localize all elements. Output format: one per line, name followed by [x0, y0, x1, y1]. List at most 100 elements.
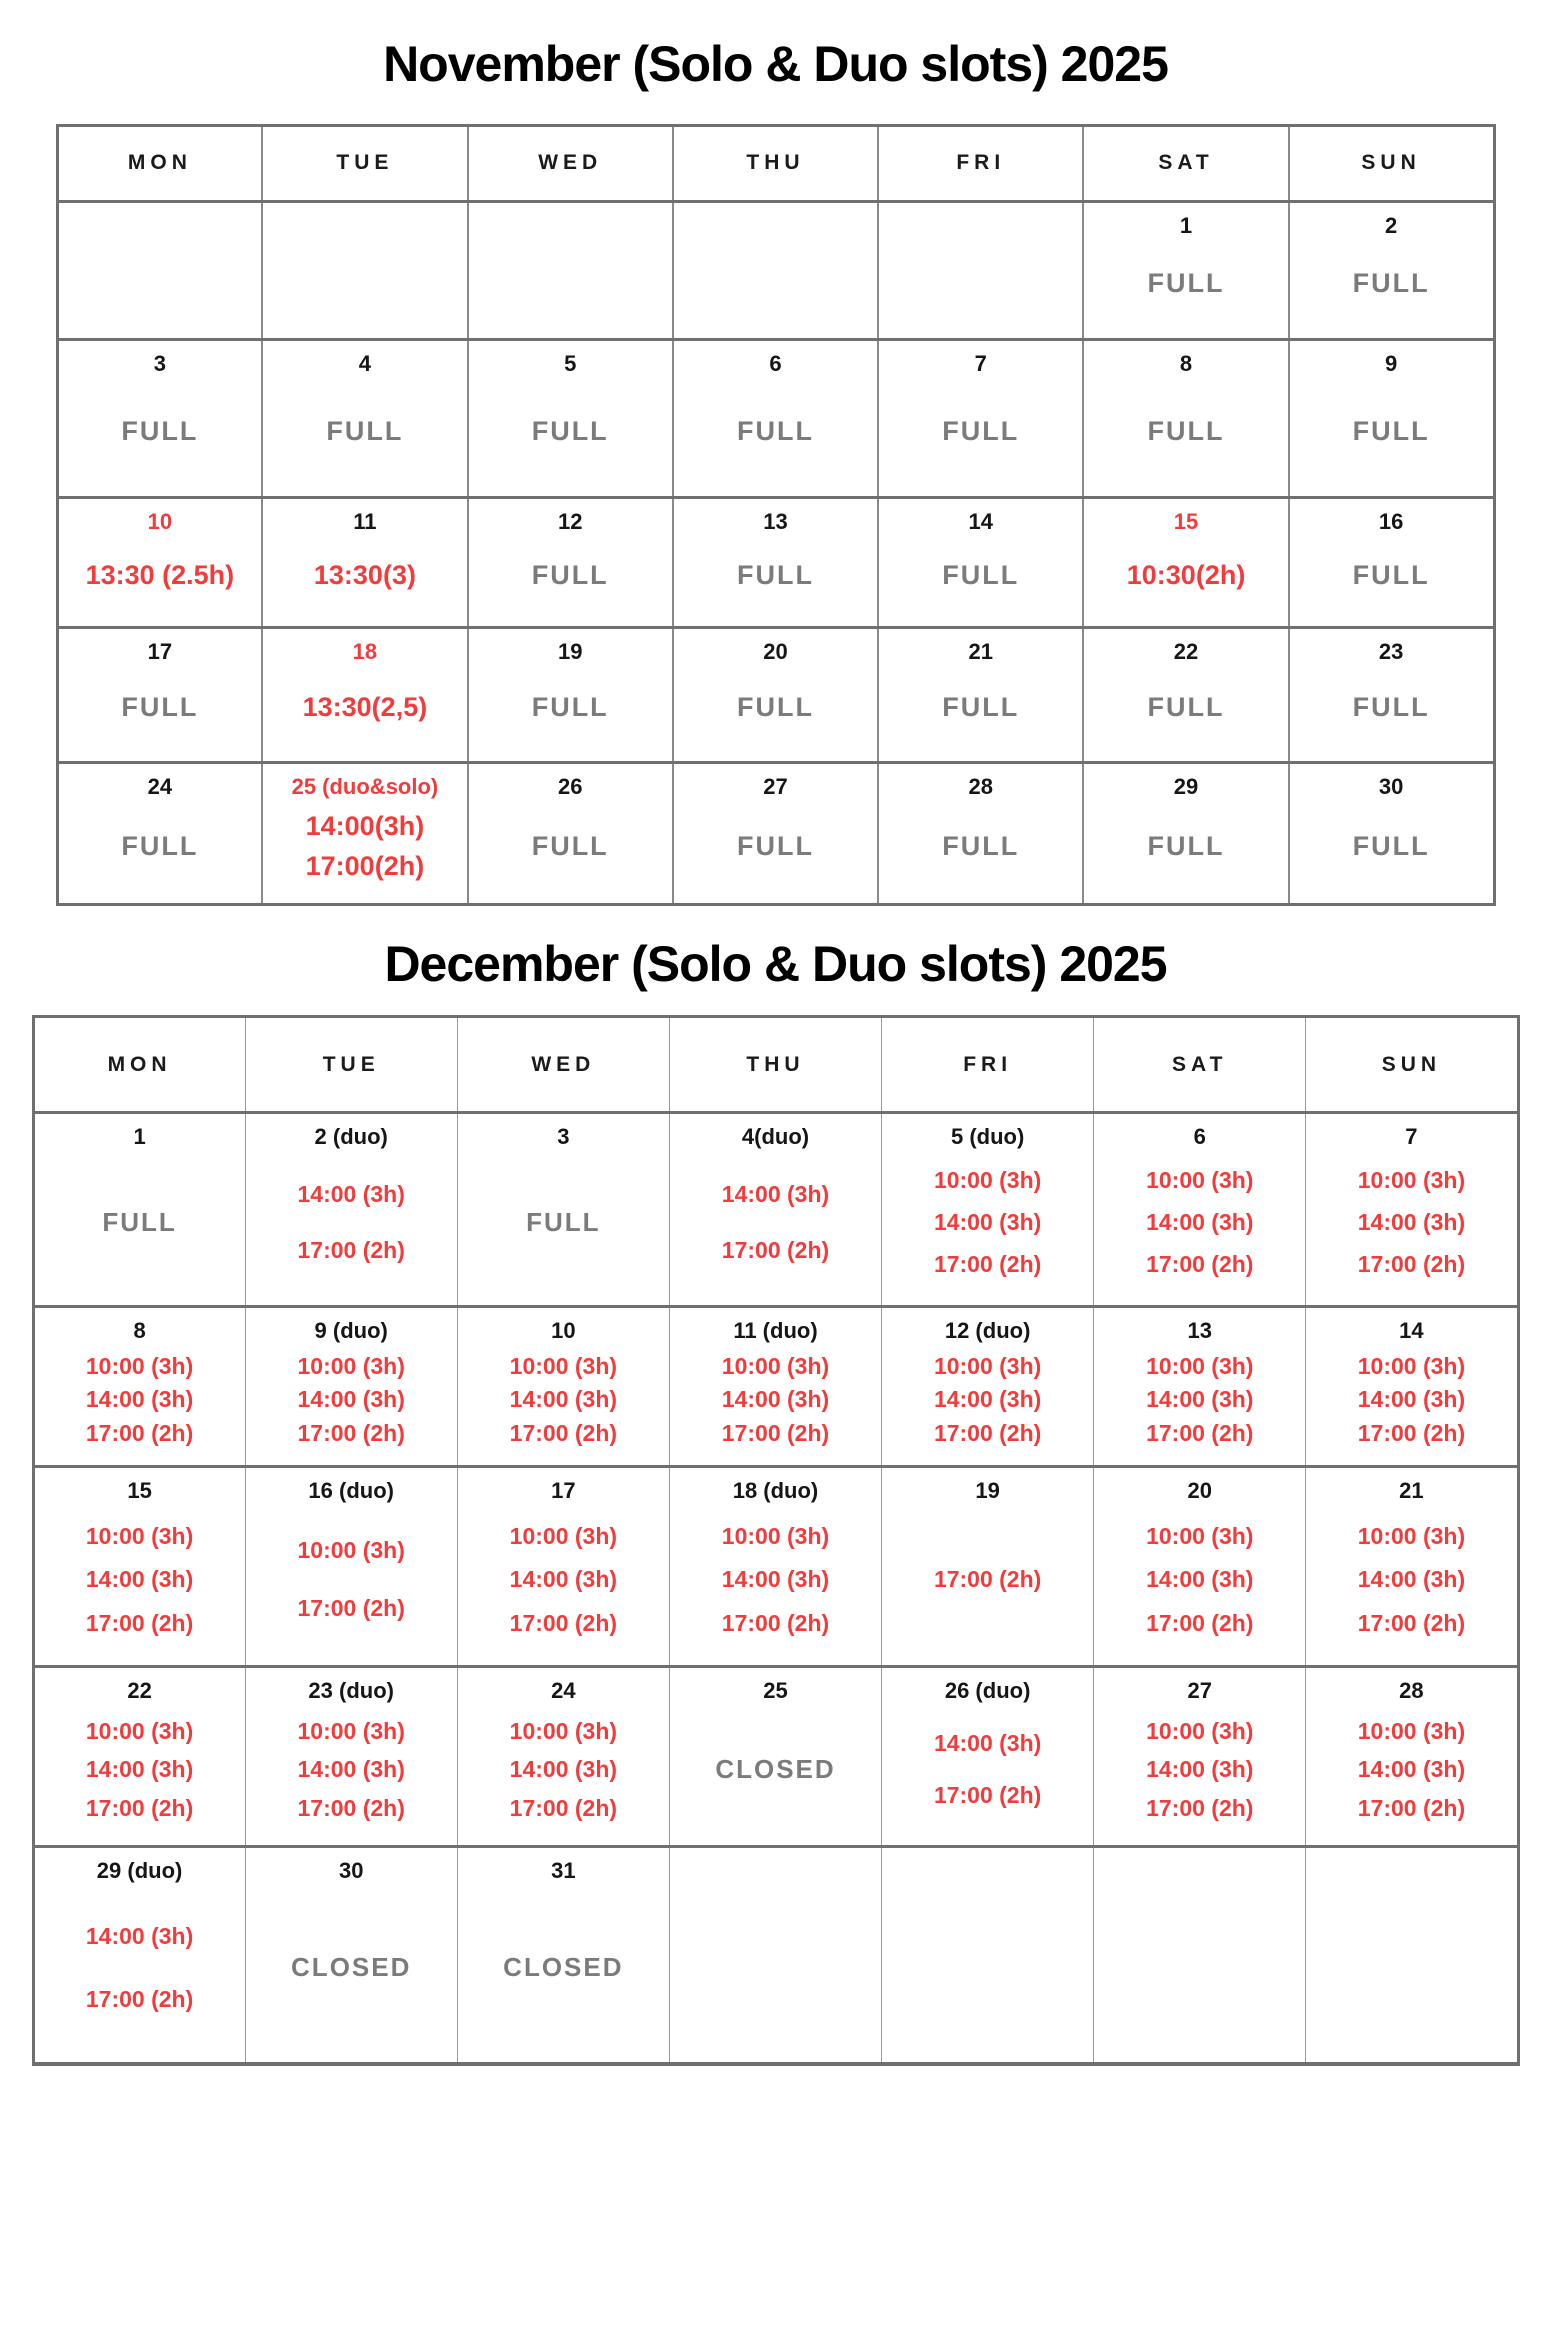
- calendar-week-row: 29 (duo) 14:00 (3h) 17:00 (2h) 30 CLOSED 31 CL…: [32, 1845, 1519, 2064]
- day-number: 18: [352, 638, 378, 664]
- day-cell: 7 FULL: [877, 337, 1085, 497]
- day-cell: 3 FULL: [55, 337, 264, 497]
- day-number: 4: [358, 350, 372, 376]
- time-slot: 17:00 (2h): [1357, 1251, 1466, 1277]
- empty-cell: [671, 199, 880, 339]
- day-cell-body: 14:00 (3h) 17:00 (2h): [882, 1704, 1093, 1845]
- day-number: 3: [557, 1124, 570, 1149]
- day-number: 28: [1399, 1678, 1424, 1703]
- empty-cell: [1093, 1845, 1307, 2064]
- day-cell: 26 (duo) 14:00 (3h) 17:00 (2h): [881, 1665, 1095, 1847]
- day-cell: 13 FULL: [671, 495, 880, 627]
- time-slot: 13:30(3): [313, 559, 416, 590]
- time-slot: 17:00 (2h): [297, 1419, 405, 1446]
- time-slot: 14:00(3h): [305, 810, 425, 841]
- availability-status: FULL: [1147, 267, 1225, 298]
- availability-status: FULL: [531, 830, 609, 861]
- day-number: 15: [127, 1478, 152, 1503]
- day-number: 21: [1399, 1478, 1424, 1503]
- day-number: 22: [127, 1678, 152, 1703]
- time-slot: 10:00 (3h): [1146, 1522, 1254, 1549]
- day-cell: 20 FULL: [671, 625, 880, 762]
- availability-status: FULL: [736, 559, 814, 590]
- day-number: 13: [763, 508, 788, 534]
- time-slot: 14:00 (3h): [933, 1386, 1042, 1412]
- day-cell: 22 FULL: [1082, 625, 1290, 762]
- day-cell: 2 (duo) 14:00 (3h) 17:00 (2h): [244, 1111, 458, 1307]
- day-cell-body: FULL: [879, 377, 1082, 496]
- time-slot: 10:00 (3h): [721, 1522, 830, 1549]
- availability-status: FULL: [1352, 830, 1430, 861]
- day-cell: 28 FULL: [877, 760, 1085, 904]
- day-cell-body: 10:00 (3h) 14:00 (3h) 17:00 (2h): [1306, 1150, 1516, 1305]
- day-header-mon: MON: [55, 123, 264, 202]
- day-cell-body: 14:00(3h) 17:00(2h): [263, 800, 466, 903]
- day-cell: 2 FULL: [1287, 199, 1496, 339]
- day-cell-body: FULL: [674, 377, 877, 496]
- day-cell-body: FULL: [674, 800, 877, 903]
- day-header-wed: WED: [456, 1015, 670, 1114]
- time-slot: 10:00 (3h): [1357, 1167, 1466, 1193]
- day-cell: 9 FULL: [1287, 337, 1496, 497]
- day-number: 29: [1173, 773, 1199, 799]
- time-slot: 17:00 (2h): [1146, 1609, 1254, 1636]
- day-cell: 23 (duo) 10:00 (3h) 14:00 (3h) 17:00 (2h): [244, 1665, 458, 1847]
- availability-status: FULL: [1147, 415, 1225, 446]
- calendar-week-row: 24 FULL 25 (duo&solo) 14:00(3h) 17:00(2h) 26 F…: [55, 760, 1496, 904]
- availability-status: FULL: [326, 415, 404, 446]
- day-number: 24: [551, 1678, 576, 1703]
- time-slot: 10:00 (3h): [721, 1352, 830, 1379]
- day-header-thu: THU: [668, 1015, 883, 1114]
- day-header-sat: SAT: [1082, 123, 1290, 202]
- day-cell-body: FULL: [59, 377, 262, 496]
- time-slot: 10:00 (3h): [85, 1717, 194, 1744]
- day-cell: 8 10:00 (3h) 14:00 (3h) 17:00 (2h): [32, 1305, 246, 1467]
- november-calendar-table: MON TUE WED THU FRI SAT SUN 1 FULL 2 FULL 3 FULL 4 FUL…: [55, 123, 1496, 906]
- day-number: 8: [1179, 350, 1193, 376]
- availability-status: FULL: [1352, 415, 1430, 446]
- availability-status: FULL: [1147, 692, 1225, 722]
- time-slot: 17:00 (2h): [1357, 1609, 1466, 1636]
- day-cell-body: CLOSED: [670, 1704, 881, 1845]
- day-cell-body: FULL: [879, 535, 1082, 626]
- time-slot: 17:00 (2h): [85, 1609, 194, 1636]
- time-slot: 17:00 (2h): [1146, 1419, 1254, 1446]
- day-number: 18 (duo): [732, 1478, 819, 1503]
- month-section-december: December (Solo & Duo slots) 2025 MON TUE W…: [0, 906, 1551, 2066]
- day-number: 25: [763, 1678, 788, 1703]
- day-cell-body: FULL: [458, 1150, 669, 1305]
- day-number: 27: [1187, 1678, 1213, 1703]
- day-cell: 27 FULL: [671, 760, 880, 904]
- time-slot: 14:00 (3h): [85, 1922, 194, 1949]
- day-number: 9 (duo): [314, 1318, 388, 1343]
- day-cell: 15 10:30(2h): [1082, 495, 1290, 627]
- day-cell: 1 FULL: [1082, 199, 1290, 339]
- availability-status: FULL: [526, 1207, 601, 1237]
- time-slot: 14:00 (3h): [721, 1181, 830, 1207]
- day-cell-body: FULL: [469, 665, 672, 761]
- day-number: 10: [551, 1318, 576, 1343]
- time-slot: 10:00 (3h): [933, 1352, 1042, 1379]
- calendar-week-row: 17 FULL 18 13:30(2,5) 19 FULL 20 FULL 21 FULL 22 FU…: [55, 625, 1496, 762]
- day-cell-body: 10:00 (3h) 14:00 (3h) 17:00 (2h): [1094, 1704, 1305, 1845]
- day-number: 21: [968, 638, 993, 664]
- time-slot: 17:00 (2h): [933, 1566, 1042, 1592]
- empty-cell: [877, 199, 1085, 339]
- day-cell: 14 FULL: [877, 495, 1085, 627]
- day-number: 24: [147, 773, 173, 799]
- day-cell: 15 10:00 (3h) 14:00 (3h) 17:00 (2h): [32, 1465, 246, 1667]
- day-cell-body: 10:00 (3h) 14:00 (3h) 17:00 (2h): [35, 1504, 245, 1665]
- time-slot: 14:00 (3h): [933, 1209, 1042, 1235]
- time-slot: 17:00 (2h): [509, 1794, 618, 1821]
- day-cell: 19 17:00 (2h): [881, 1465, 1095, 1667]
- day-number: 1: [133, 1124, 146, 1149]
- day-cell-body: FULL: [469, 377, 672, 496]
- time-slot: 17:00 (2h): [933, 1781, 1042, 1808]
- time-slot: 10:00 (3h): [1357, 1352, 1466, 1379]
- day-header-sun: SUN: [1305, 1015, 1519, 1114]
- day-number: 16: [1378, 508, 1404, 534]
- day-header-fri: FRI: [881, 1015, 1095, 1114]
- time-slot: 14:00 (3h): [1146, 1756, 1254, 1782]
- calendar-week-row: 22 10:00 (3h) 14:00 (3h) 17:00 (2h) 23 (duo)…: [32, 1665, 1519, 1847]
- time-slot: 14:00 (3h): [721, 1566, 830, 1592]
